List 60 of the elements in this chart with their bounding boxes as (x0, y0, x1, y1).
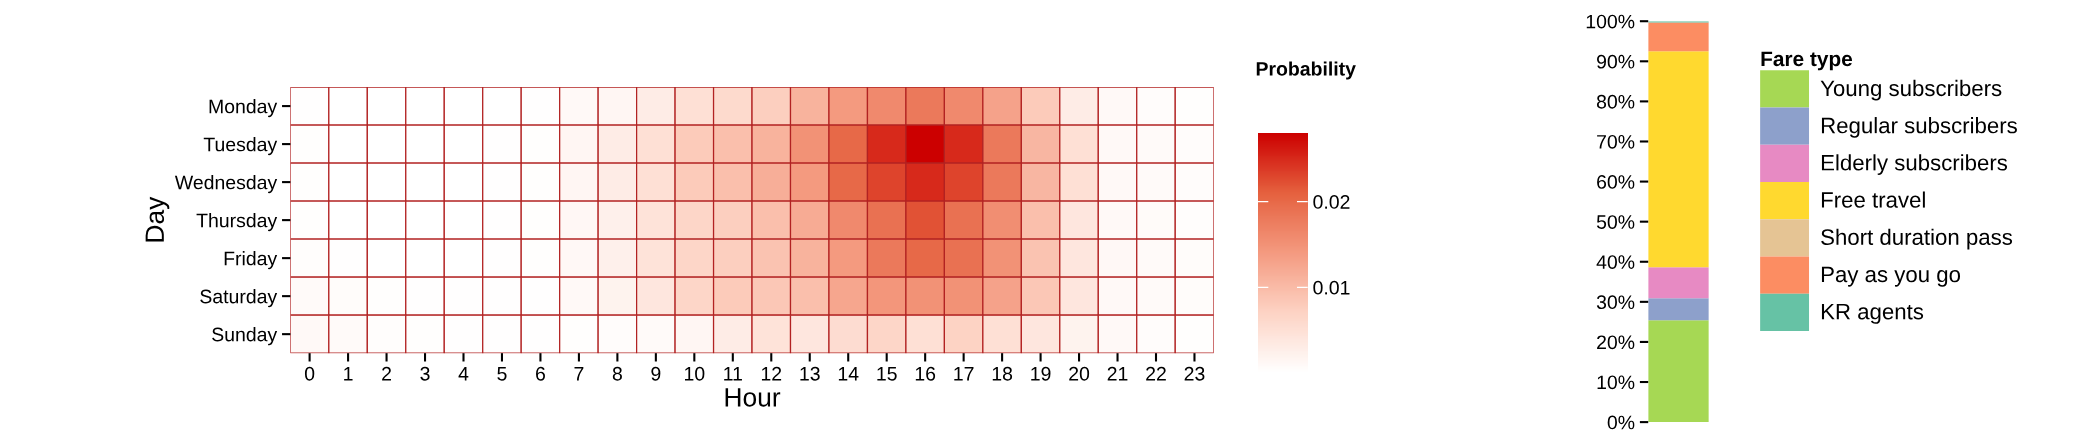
x-tick-label: 3 (420, 366, 430, 381)
x-axis-title: Hour (725, 388, 781, 407)
y-tick-label: 60% (1597, 175, 1635, 189)
x-tick-label: 13 (800, 366, 820, 381)
y-tick-label: Monday (209, 99, 278, 118)
legend-label: Young subscribers (1820, 79, 2002, 101)
bar (1648, 320, 1709, 423)
bar (1648, 298, 1709, 321)
legend-label: Short duration pass (1821, 228, 2013, 250)
legend-label: Pay as you go (1821, 266, 1961, 287)
x-tick-label: 14 (838, 367, 859, 381)
x-tick-label: 4 (458, 367, 469, 381)
legend-label: Regular subscribers (1821, 117, 2017, 138)
x-tick-label: 21 (1107, 366, 1128, 381)
x-tick-label: 10 (685, 366, 705, 381)
x-tick-label: 19 (1031, 366, 1051, 381)
y-tick-label: 10% (1597, 375, 1635, 390)
y-tick-label: Thursday (196, 213, 278, 232)
x-tick-label: 9 (651, 366, 661, 381)
y-tick-label: 70% (1597, 134, 1635, 149)
y-tick-label: 50% (1596, 215, 1635, 229)
x-tick-label: 22 (1146, 366, 1166, 381)
x-tick-label: 17 (954, 367, 974, 381)
y-tick-label: Friday (224, 251, 278, 270)
x-tick-label: 23 (1184, 366, 1205, 381)
legend-label: Elderly subscribers (1821, 154, 2008, 175)
x-tick-label: 11 (724, 367, 742, 381)
legend-label: KR agents (1821, 303, 1924, 324)
y-tick-label: 20% (1597, 335, 1635, 350)
x-tick-label: 15 (877, 367, 897, 381)
x-tick-label: 7 (574, 367, 584, 381)
y-tick-label: 90% (1597, 54, 1635, 69)
x-tick-label: 12 (761, 366, 782, 381)
y-tick-label: 40% (1596, 255, 1635, 269)
y-tick-label: Wednesday (174, 175, 278, 194)
x-tick-label: 8 (612, 366, 622, 381)
color-bar-label: 0.02 (1313, 195, 1350, 209)
color-bar-title: Probability (1256, 61, 1356, 80)
x-tick-label: 16 (915, 366, 936, 381)
x-tick-label: 1 (344, 367, 353, 381)
y-tick-label: 80% (1596, 94, 1635, 109)
y-tick-label: Tuesday (203, 137, 278, 156)
bar (1648, 22, 1709, 52)
x-tick-label: 18 (992, 366, 1013, 381)
x-tick-label: 20 (1069, 366, 1090, 381)
color-bar-label: 0.01 (1313, 280, 1350, 295)
legend-title: Fare type (1761, 51, 1853, 71)
y-tick-label: 0% (1607, 415, 1635, 430)
x-tick-label: 2 (382, 366, 391, 381)
bar (1648, 51, 1709, 268)
x-tick-label: 5 (497, 367, 507, 381)
x-tick-label: 0 (304, 366, 315, 381)
bar (1648, 267, 1709, 299)
y-tick-label: Saturday (200, 289, 278, 308)
y-tick-label: Sunday (212, 327, 278, 346)
y-axis-title: Day (145, 196, 170, 242)
x-tick-label: 6 (536, 366, 545, 381)
y-tick-label: 100% (1586, 14, 1635, 29)
y-tick-label: 30% (1596, 295, 1635, 310)
legend-label: Free travel (1821, 191, 1925, 208)
